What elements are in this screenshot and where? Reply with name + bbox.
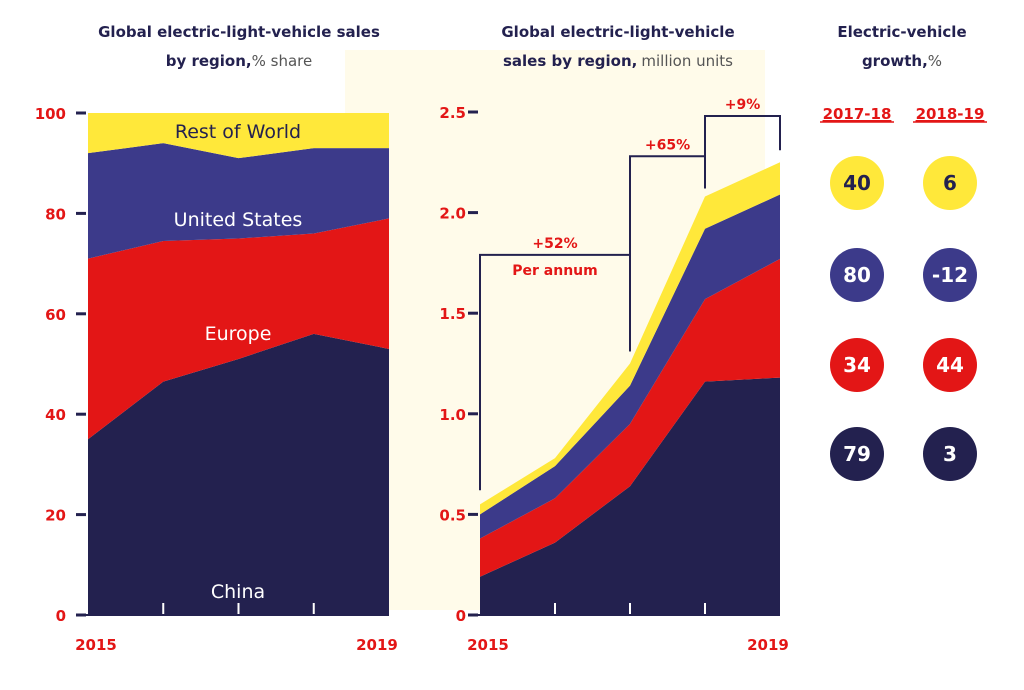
- y-tick-label: 60: [45, 306, 66, 324]
- column-header: 2017-18: [823, 105, 892, 123]
- units-chart-title: Global electric-light-vehicle sales by r…: [501, 23, 734, 70]
- area-europe: [88, 218, 389, 440]
- y-tick-label: 0: [56, 607, 66, 625]
- units-title-line2: sales by region, million units: [503, 52, 733, 70]
- growth-value: -12: [932, 263, 968, 287]
- x-tick-label: 2015: [467, 636, 509, 654]
- y-tick-label: 2.0: [439, 205, 466, 223]
- y-tick-label: 2.5: [439, 104, 466, 122]
- share-title-line1: Global electric-light-vehicle sales: [98, 23, 380, 41]
- area-us: [88, 143, 389, 259]
- y-tick-label: 1.5: [439, 305, 466, 323]
- units-title-bold: sales by region,: [503, 52, 637, 70]
- series-label-china: China: [211, 581, 265, 603]
- series-label-us: United States: [174, 209, 303, 231]
- y-tick-label: 100: [35, 105, 66, 123]
- series-label-rest-of-world: Rest of World: [175, 121, 301, 143]
- growth-title-line2: growth,%: [862, 52, 942, 70]
- growth-annotation: +65%: [645, 137, 690, 153]
- units-title-line1: Global electric-light-vehicle: [501, 23, 734, 41]
- growth-value: 34: [843, 353, 871, 377]
- growth-bracket: [704, 115, 781, 189]
- x-tick-label: 2015: [75, 636, 117, 654]
- growth-title-line1: Electric-vehicle: [837, 23, 966, 41]
- y-tick-label: 0.5: [439, 506, 466, 524]
- share-title-unit: % share: [252, 52, 313, 70]
- growth-circle-europe: [923, 338, 977, 392]
- area-china: [480, 377, 780, 615]
- growth-value: 3: [943, 442, 957, 466]
- growth-circle-europe: [830, 338, 884, 392]
- growth-title: Electric-vehicle growth,%: [837, 23, 966, 70]
- units-title-unit: million units: [641, 52, 733, 70]
- units-area-chart: 0 0.5 1.0 1.5 2.0 2.5 2015 2019 +52% Per annum +65…: [439, 97, 788, 654]
- growth-circle-china: [923, 427, 977, 481]
- y-tick-label: 0: [456, 607, 466, 625]
- growth-value: 6: [943, 171, 957, 195]
- growth-annotation: +9%: [725, 97, 761, 113]
- area-china: [88, 333, 389, 615]
- growth-value: 44: [936, 353, 964, 377]
- area-europe: [480, 258, 780, 577]
- share-title-bold: by region,: [166, 52, 252, 70]
- area-us: [480, 194, 780, 539]
- growth-annotation: +52%: [532, 236, 577, 252]
- growth-circle-rest-of-world: [830, 156, 884, 210]
- growth-circle-rest-of-world: [923, 156, 977, 210]
- share-title-line2: by region,% share: [166, 52, 312, 70]
- x-tick-label: 2019: [356, 636, 398, 654]
- y-tick-label: 1.0: [439, 406, 466, 424]
- growth-circle-us: [830, 248, 884, 302]
- growth-circle-china: [830, 427, 884, 481]
- growth-annotation-note: Per annum: [512, 263, 597, 279]
- x-tick-label: 2019: [747, 636, 789, 654]
- area-rest-of-world: [88, 113, 389, 159]
- series-label-europe: Europe: [205, 323, 272, 345]
- column-header: 2018-19: [916, 105, 985, 123]
- share-chart-title: Global electric-light-vehicle sales by r…: [98, 23, 380, 70]
- area-rest-of-world: [480, 162, 780, 515]
- y-tick-label: 40: [45, 406, 66, 424]
- growth-title-bold: growth,: [862, 52, 928, 70]
- y-tick-label: 20: [45, 507, 66, 525]
- growth-value: 79: [843, 442, 871, 466]
- growth-value: 40: [843, 171, 871, 195]
- growth-table: 2017-18 2018-19 40 6 80 -12 34 44 79 3: [820, 105, 987, 481]
- y-tick-label: 80: [45, 205, 66, 223]
- growth-value: 80: [843, 263, 871, 287]
- growth-circle-us: [923, 248, 977, 302]
- growth-title-unit: %: [928, 52, 942, 70]
- share-area-chart: 0 20 40 60 80 100 2015 2019 China Europe United St…: [35, 105, 398, 654]
